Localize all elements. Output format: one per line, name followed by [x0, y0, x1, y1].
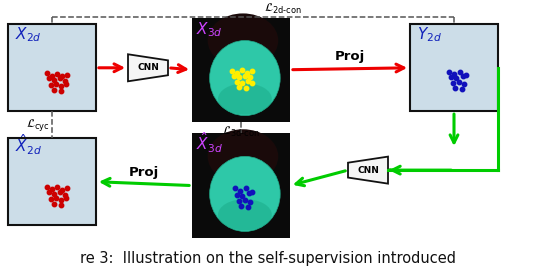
Text: $\mathcal{L}_{\mathrm{cyc}}$: $\mathcal{L}_{\mathrm{cyc}}$ — [26, 117, 50, 133]
Text: CNN: CNN — [137, 63, 159, 72]
Text: CNN: CNN — [357, 166, 379, 175]
Bar — [410, 24, 498, 111]
Text: $X_{2d}$: $X_{2d}$ — [15, 25, 42, 43]
Text: Proj: Proj — [335, 50, 365, 63]
Text: $Y_{2d}$: $Y_{2d}$ — [417, 25, 442, 43]
Ellipse shape — [210, 156, 280, 232]
Bar — [192, 18, 290, 122]
Text: $\hat{X}_{3d}$: $\hat{X}_{3d}$ — [196, 130, 223, 155]
Text: Proj: Proj — [129, 166, 159, 179]
Text: re 3:  Illustration on the self-supervision introduced: re 3: Illustration on the self-supervisi… — [80, 251, 456, 266]
Ellipse shape — [218, 199, 272, 230]
Text: $\mathcal{L}_{\mathrm{2d\text{-}con}}$: $\mathcal{L}_{\mathrm{2d\text{-}con}}$ — [264, 2, 302, 16]
Polygon shape — [348, 157, 388, 184]
Text: $\mathcal{L}_{\mathrm{3d\text{-}con}}$: $\mathcal{L}_{\mathrm{3d\text{-}con}}$ — [222, 125, 260, 139]
Bar — [192, 133, 290, 238]
Ellipse shape — [207, 129, 278, 184]
Ellipse shape — [218, 83, 272, 114]
Text: $X_{3d}$: $X_{3d}$ — [196, 20, 222, 39]
Polygon shape — [128, 54, 168, 81]
Ellipse shape — [207, 13, 278, 68]
Bar — [8, 24, 96, 111]
Ellipse shape — [210, 40, 280, 116]
Bar — [8, 138, 96, 225]
Text: $\hat{X}_{2d}$: $\hat{X}_{2d}$ — [15, 133, 42, 157]
